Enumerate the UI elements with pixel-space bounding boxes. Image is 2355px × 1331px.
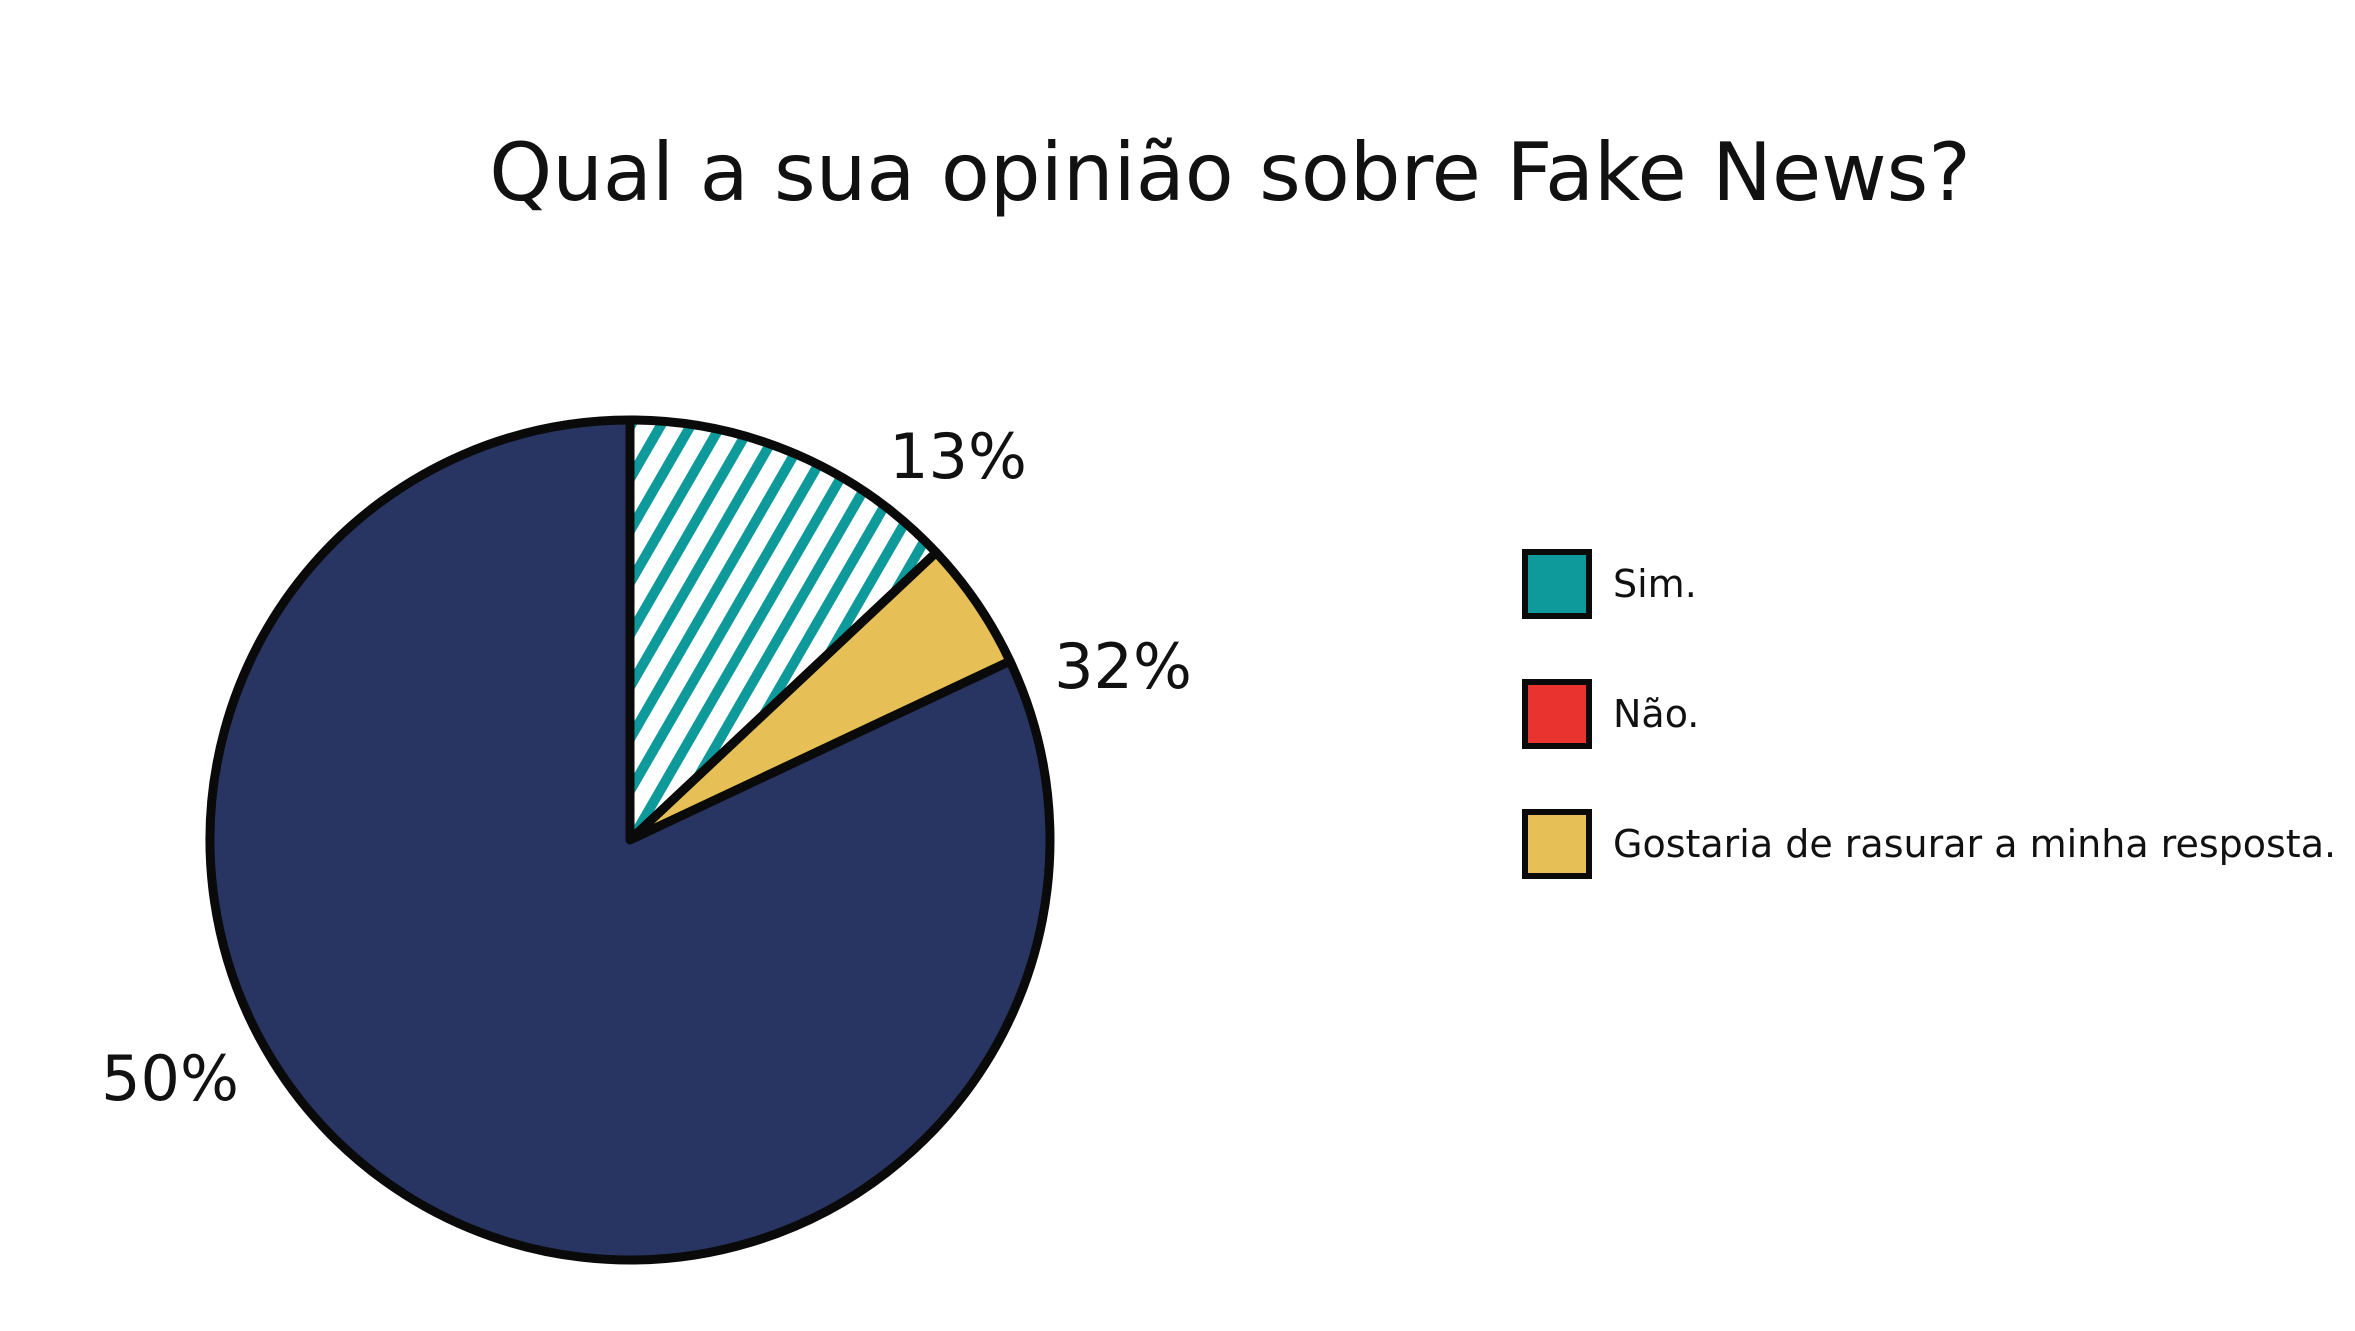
slice-percent-label: 50% [101, 1042, 239, 1115]
legend-swatch [1522, 679, 1592, 749]
legend-swatch [1522, 549, 1592, 619]
legend-swatch [1522, 809, 1592, 879]
slice-percent-label: 13% [889, 420, 1027, 493]
legend-label: Gostaria de rasurar a minha resposta. [1613, 822, 2336, 866]
pie-slices [205, 415, 1055, 1265]
legend: Sim. Não. Gostaria de rasurar a minha resp… [1522, 549, 2336, 879]
pie-slice [625, 415, 941, 845]
slice-labels: 13% 32% 50% [101, 420, 1192, 1115]
legend-label: Não. [1613, 692, 1699, 736]
legend-label: Sim. [1613, 562, 1697, 606]
slice-percent-label: 32% [1054, 630, 1192, 703]
chart-title: Qual a sua opinião sobre Fake News? [489, 126, 1971, 219]
pie-slice [205, 415, 1055, 1265]
